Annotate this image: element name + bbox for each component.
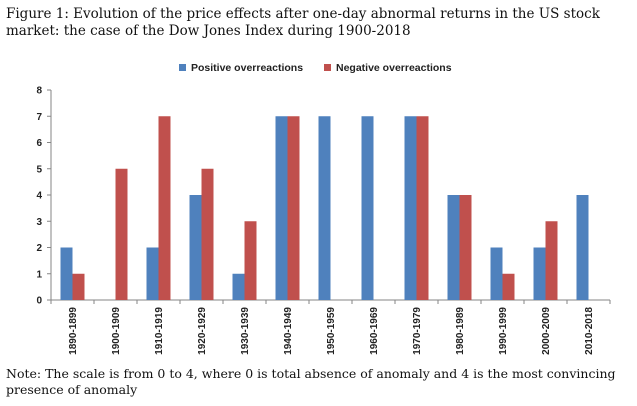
y-tick-label: 5 — [36, 164, 42, 175]
bar-positive-1940-1949 — [275, 116, 288, 300]
chart-legend: Positive overreactions Negative overreact… — [179, 62, 452, 74]
bar-positive-1890-1899 — [60, 247, 73, 300]
bar-negative-1890-1899 — [72, 273, 85, 300]
bar-positive-1920-1929 — [189, 195, 202, 300]
legend-label: Positive overreactions — [191, 62, 303, 74]
legend-swatch — [324, 64, 331, 71]
y-tick-label: 7 — [36, 112, 42, 123]
bar-negative-1940-1949 — [287, 116, 300, 300]
x-tick-label: 2000-2009 — [541, 307, 552, 355]
y-tick-label: 0 — [36, 296, 42, 307]
x-tick-label: 1990-1999 — [498, 307, 509, 355]
x-tick-label: 1970-1979 — [412, 307, 423, 355]
x-tick-label: 2010-2018 — [584, 307, 595, 355]
chart-bars — [60, 116, 589, 300]
bar-positive-2010-2018 — [576, 195, 589, 300]
legend-swatch — [179, 64, 186, 71]
bar-negative-1970-1979 — [416, 116, 429, 300]
x-tick-label: 1950-1959 — [326, 307, 337, 355]
chart-x-tick-labels: 1890-1899 1900-1909 1910-1919 1920-1929 1930… — [68, 307, 595, 355]
bar-positive-1930-1939 — [232, 273, 245, 300]
bar-positive-2000-2009 — [533, 247, 546, 300]
bar-positive-1970-1979 — [404, 116, 417, 300]
x-tick-label: 1900-1909 — [111, 307, 122, 355]
x-tick-label: 1890-1899 — [68, 307, 79, 355]
bar-negative-1990-1999 — [502, 273, 515, 300]
bar-positive-1960-1969 — [361, 116, 374, 300]
x-tick-label: 1980-1989 — [455, 307, 466, 355]
bar-positive-1980-1989 — [447, 195, 460, 300]
bar-negative-1930-1939 — [244, 221, 257, 300]
x-tick-label: 1930-1939 — [240, 307, 251, 355]
y-tick-label: 8 — [36, 86, 42, 97]
x-tick-label: 1920-1929 — [197, 307, 208, 355]
x-tick-label: 1940-1949 — [283, 307, 294, 355]
legend-label: Negative overreactions — [336, 62, 452, 74]
bar-positive-1910-1919 — [146, 247, 159, 300]
figure-caption: Figure 1: Evolution of the price effects… — [6, 6, 600, 39]
bar-positive-1950-1959 — [318, 116, 331, 300]
bar-negative-1980-1989 — [459, 195, 472, 300]
bar-negative-1920-1929 — [201, 168, 214, 300]
y-tick-label: 4 — [36, 191, 42, 202]
figure-note: Note: The scale is from 0 to 4, where 0 … — [6, 366, 616, 397]
bar-negative-2000-2009 — [545, 221, 558, 300]
bar-negative-1910-1919 — [158, 116, 171, 300]
y-tick-label: 2 — [36, 243, 42, 254]
x-tick-label: 1960-1969 — [369, 307, 380, 355]
bar-negative-1900-1909 — [115, 168, 128, 300]
bar-positive-1990-1999 — [490, 247, 503, 300]
y-tick-label: 1 — [36, 269, 42, 280]
x-tick-label: 1910-1919 — [154, 307, 165, 355]
y-tick-label: 3 — [36, 217, 42, 228]
y-tick-label: 6 — [36, 138, 42, 149]
